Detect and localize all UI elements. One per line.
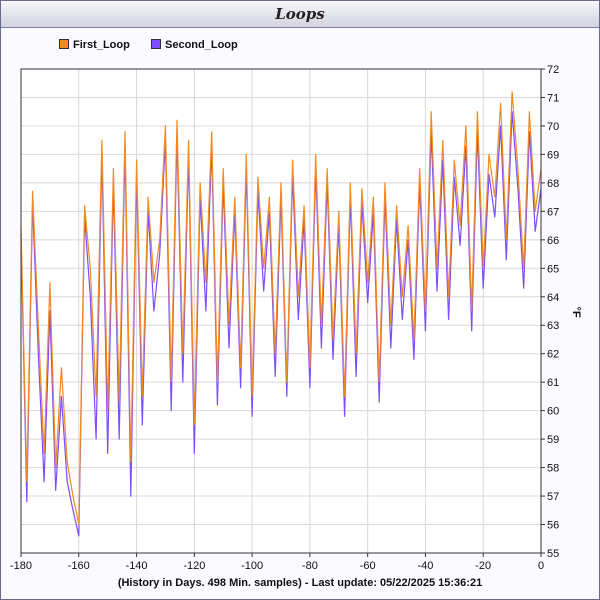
y-tick-label: 64: [547, 292, 559, 304]
y-tick-label: 55: [547, 548, 559, 560]
chart-title: Loops: [275, 5, 325, 23]
legend-swatch-second-loop: [151, 39, 161, 49]
series-line-first-loop: [20, 91, 542, 526]
x-tick-label: -160: [68, 560, 90, 572]
axes: -180 -160 -140 -120 -100 -80 -60 -40 -20 055 56 57 5…: [10, 64, 559, 572]
series-lines: [20, 91, 542, 537]
x-tick-label: -80: [302, 560, 318, 572]
plot-border: [20, 68, 542, 554]
grid: [20, 68, 542, 554]
x-axis-label: (History in Days. 498 Min. samples) - La…: [117, 577, 483, 589]
x-tick-label: -20: [475, 560, 491, 572]
y-tick-label: 63: [547, 320, 559, 332]
legend-label-second-loop: Second_Loop: [165, 39, 238, 51]
y-tick-label: 69: [547, 149, 559, 161]
y-tick-label: 65: [547, 263, 559, 275]
title-bar: Loops: [1, 1, 599, 28]
x-tick-label: -60: [360, 560, 376, 572]
legend-item-second-loop: Second_Loop: [151, 39, 238, 51]
y-tick-label: 57: [547, 491, 559, 503]
y-tick-label: 59: [547, 434, 559, 446]
y-tick-label: 68: [547, 178, 559, 190]
legend-label-first-loop: First_Loop: [73, 39, 130, 51]
y-axis-label: °F: [570, 306, 582, 317]
y-tick-label: 71: [547, 92, 559, 104]
x-tick-label: -100: [241, 560, 263, 572]
x-tick-label: -140: [126, 560, 148, 572]
y-tick-label: 72: [547, 64, 559, 76]
x-tick-label: -120: [183, 560, 205, 572]
y-tick-label: 60: [547, 406, 559, 418]
y-tick-label: 70: [547, 121, 559, 133]
x-tick-label: 0: [538, 560, 544, 572]
legend-item-first-loop: First_Loop: [59, 39, 130, 51]
y-tick-label: 61: [547, 377, 559, 389]
y-tick-label: 66: [547, 235, 559, 247]
y-tick-label: 62: [547, 349, 559, 361]
y-tick-label: 67: [547, 206, 559, 218]
y-tick-label: 56: [547, 520, 559, 532]
y-tick-label: 58: [547, 463, 559, 475]
legend-swatch-first-loop: [59, 39, 69, 49]
plot-area: [21, 69, 541, 553]
x-tick-label: -40: [417, 560, 433, 572]
x-tick-label: -180: [10, 560, 32, 572]
